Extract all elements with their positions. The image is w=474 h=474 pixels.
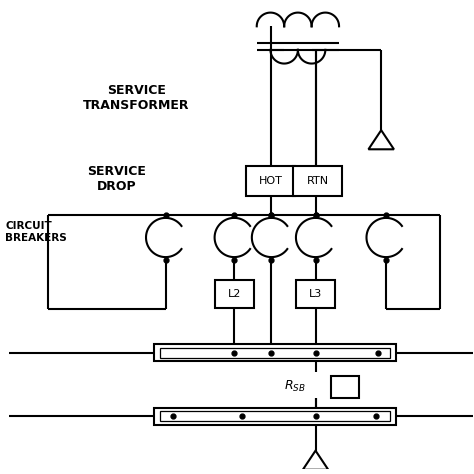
Text: CIRCUIT
BREAKERS: CIRCUIT BREAKERS bbox=[5, 221, 67, 243]
Text: L2: L2 bbox=[228, 289, 241, 299]
Text: RTN: RTN bbox=[306, 176, 328, 186]
Bar bbox=[160, 411, 390, 421]
Bar bbox=[331, 376, 359, 398]
Bar bbox=[154, 344, 396, 362]
Text: SERVICE
TRANSFORMER: SERVICE TRANSFORMER bbox=[83, 84, 190, 112]
Bar bbox=[246, 166, 295, 196]
Text: L3: L3 bbox=[309, 289, 322, 299]
Text: SERVICE
DROP: SERVICE DROP bbox=[87, 165, 146, 193]
Bar bbox=[154, 408, 396, 425]
Bar bbox=[296, 280, 335, 308]
Text: $R_{SB}$: $R_{SB}$ bbox=[284, 379, 306, 394]
Bar bbox=[215, 280, 254, 308]
Bar bbox=[293, 166, 342, 196]
Text: HOT: HOT bbox=[258, 176, 283, 186]
Bar bbox=[160, 348, 390, 357]
